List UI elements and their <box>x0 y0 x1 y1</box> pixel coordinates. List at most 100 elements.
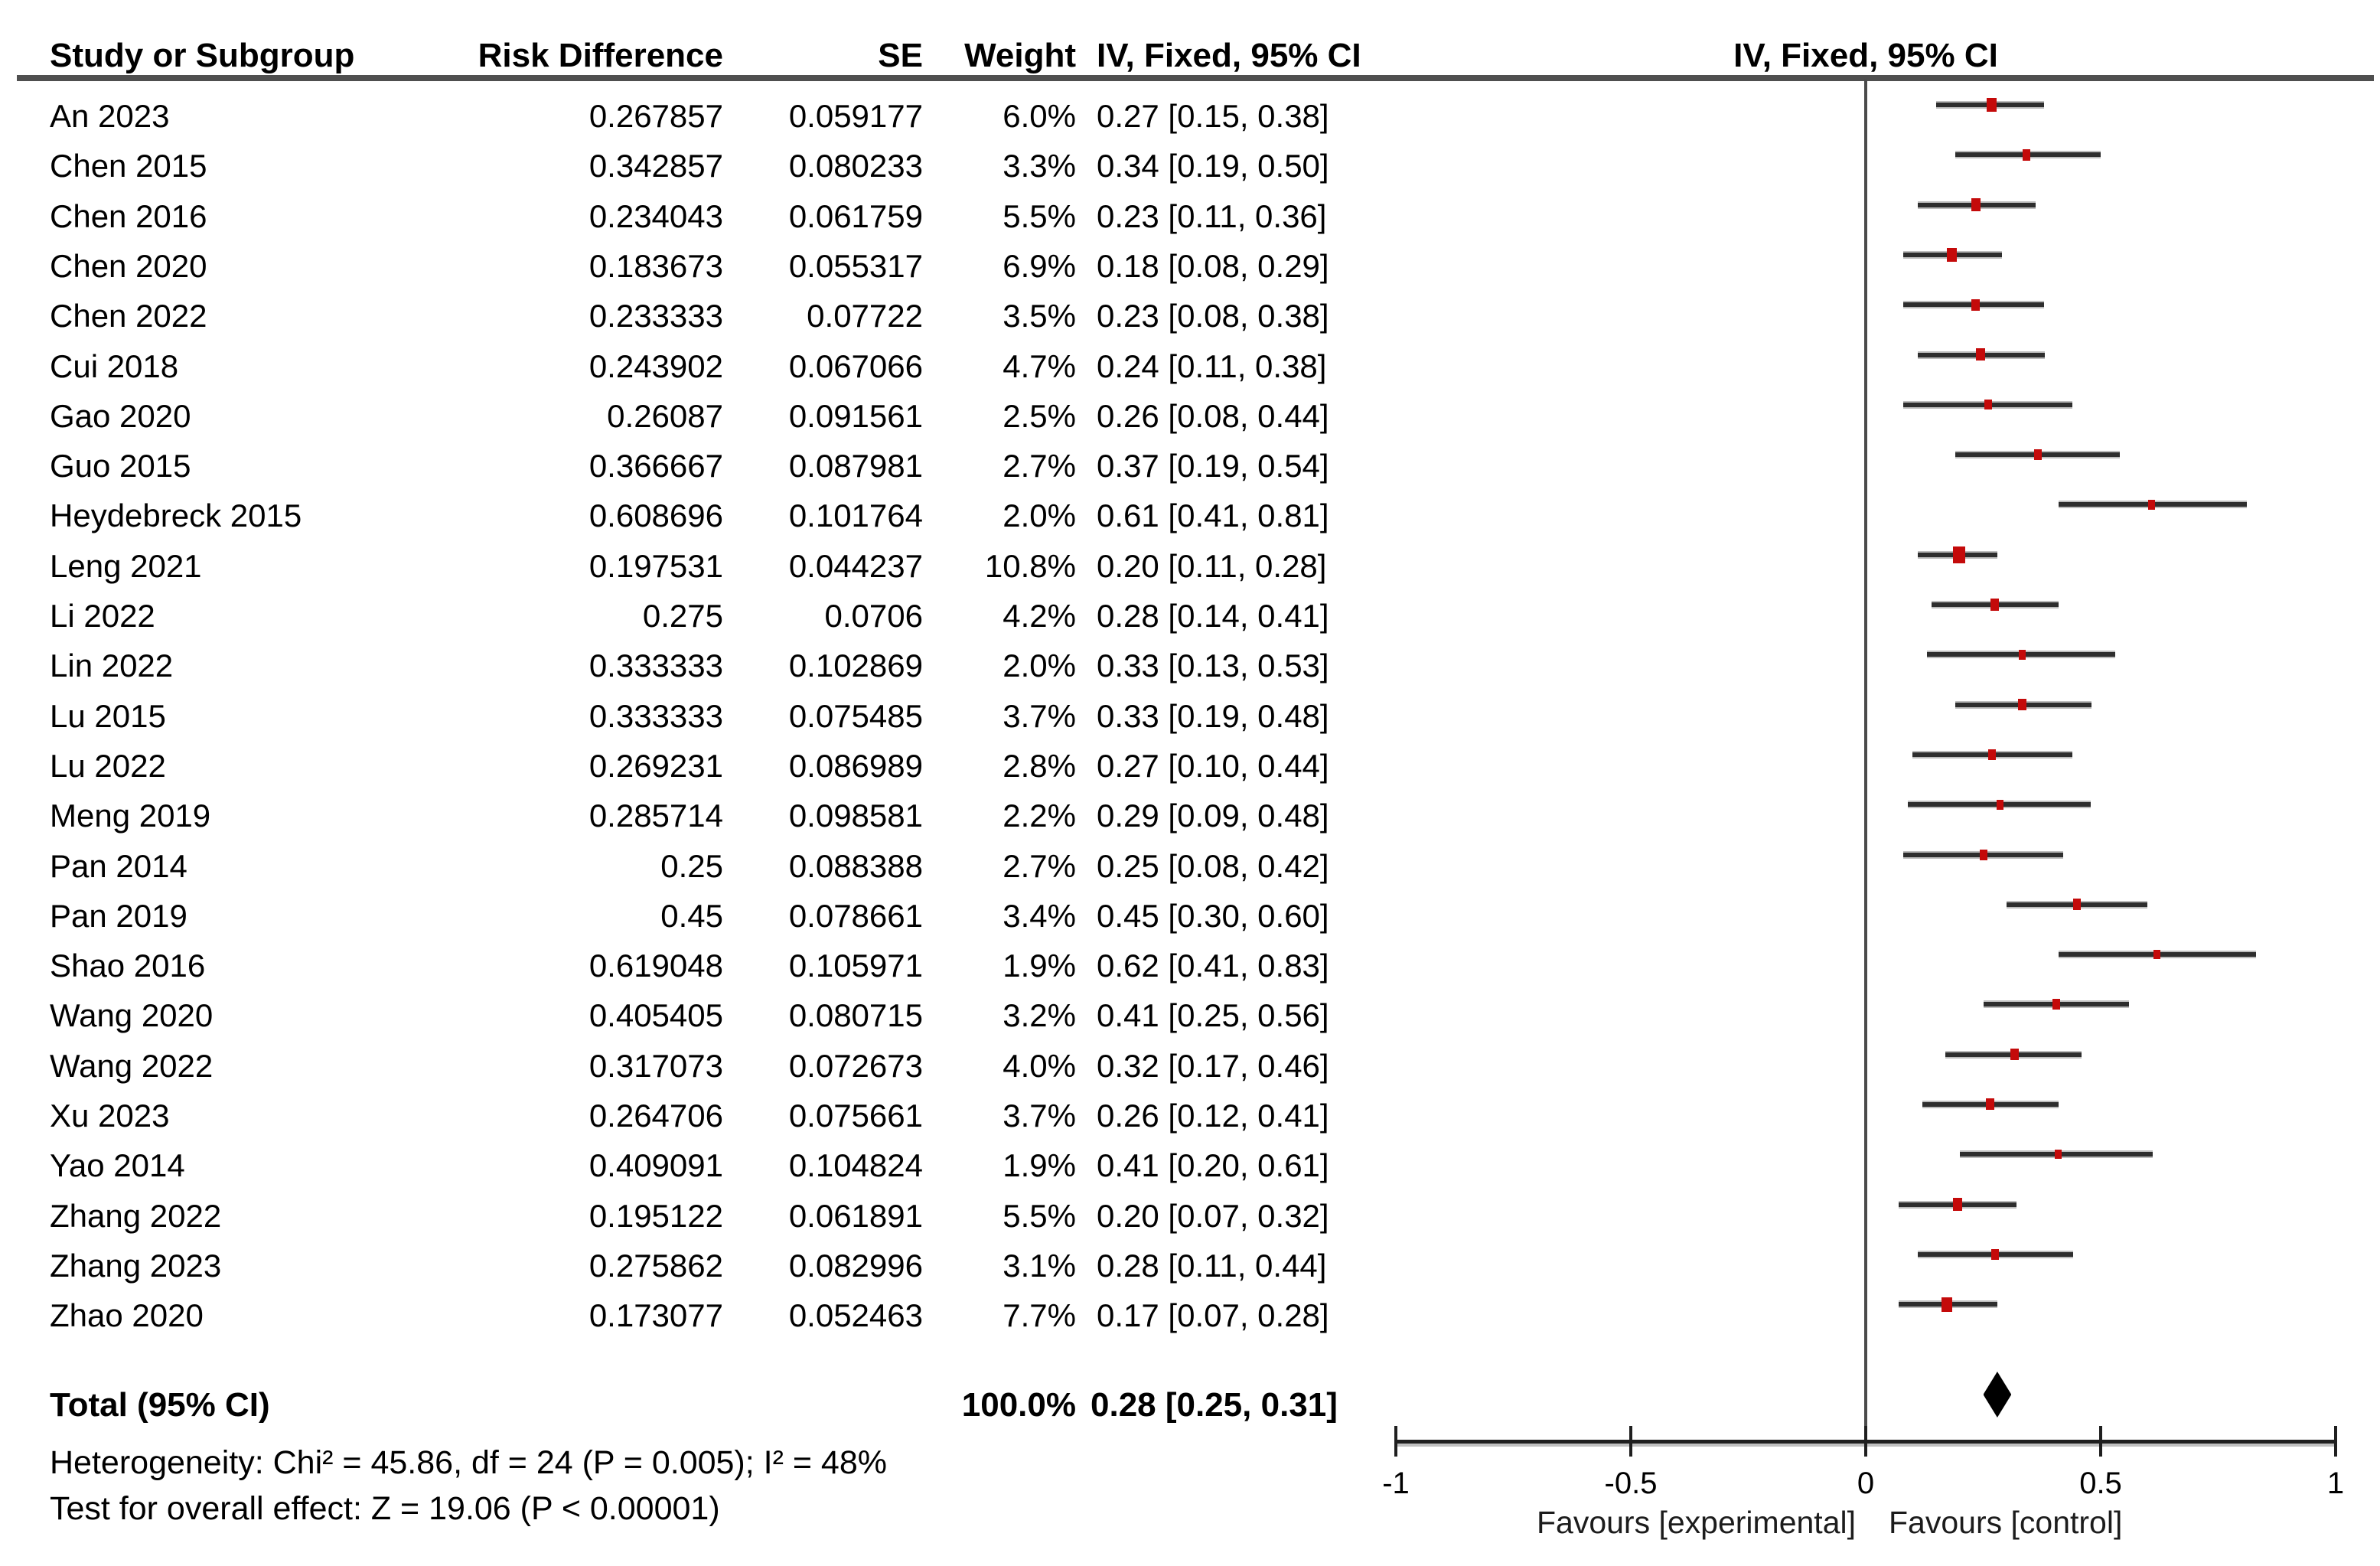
study-ci-text: 0.27 [0.15, 0.38] <box>1097 98 1329 134</box>
effect-square <box>1984 400 1992 409</box>
study-weight: 4.0% <box>1003 1048 1076 1084</box>
x-axis-tick-label: 0 <box>1857 1466 1875 1500</box>
column-header-se: SE <box>878 37 923 74</box>
study-rd: 0.183673 <box>588 248 723 284</box>
study-rd: 0.409091 <box>588 1147 723 1183</box>
study-ci-text: 0.45 [0.30, 0.60] <box>1097 898 1329 934</box>
study-rd: 0.608696 <box>588 498 723 533</box>
effect-square <box>2019 650 2026 660</box>
study-rd: 0.26087 <box>607 398 723 434</box>
study-weight: 3.3% <box>1003 148 1076 184</box>
study-se: 0.059177 <box>788 98 923 134</box>
study-se: 0.075485 <box>788 698 923 734</box>
study-se: 0.067066 <box>788 348 923 384</box>
study-se: 0.078661 <box>788 898 923 934</box>
pooled-effect-diamond <box>1983 1372 2012 1418</box>
study-se: 0.091561 <box>788 398 923 434</box>
study-ci-text: 0.20 [0.11, 0.28] <box>1097 548 1327 584</box>
study-rd: 0.233333 <box>588 298 723 334</box>
study-ci-text: 0.26 [0.12, 0.41] <box>1097 1098 1329 1134</box>
study-ci-text: 0.25 [0.08, 0.42] <box>1097 848 1329 884</box>
effect-square <box>2073 899 2081 910</box>
study-ci-text: 0.33 [0.19, 0.48] <box>1097 698 1329 734</box>
study-weight: 2.0% <box>1003 498 1076 533</box>
study-label: Chen 2020 <box>50 248 207 284</box>
effect-square <box>1947 248 1957 262</box>
overall-effect-text: Test for overall effect: Z = 19.06 (P < … <box>50 1490 720 1527</box>
effect-square <box>1990 599 1999 611</box>
study-ci-text: 0.24 [0.11, 0.38] <box>1097 348 1327 384</box>
study-rd: 0.405405 <box>588 997 723 1033</box>
column-header-study-label: Study or Subgroup <box>50 37 355 79</box>
study-label: Cui 2018 <box>50 348 179 384</box>
study-se: 0.0706 <box>824 598 923 634</box>
study-weight: 4.7% <box>1003 348 1076 384</box>
study-weight: 3.4% <box>1003 898 1076 934</box>
total-weight: 100.0% <box>961 1386 1076 1424</box>
study-ci-text: 0.62 [0.41, 0.83] <box>1097 948 1329 984</box>
study-se: 0.082996 <box>788 1248 923 1284</box>
study-ci-text: 0.34 [0.19, 0.50] <box>1097 148 1329 184</box>
heterogeneity-text: Heterogeneity: Chi² = 45.86, df = 24 (P … <box>50 1444 887 1481</box>
effect-square <box>1987 98 1997 112</box>
study-weight: 2.7% <box>1003 448 1076 484</box>
study-weight: 2.5% <box>1003 398 1076 434</box>
study-se: 0.07722 <box>807 298 923 334</box>
x-axis-tick-label: -0.5 <box>1604 1466 1658 1500</box>
effect-square <box>2018 699 2026 710</box>
effect-square <box>1953 1198 1962 1211</box>
study-rd: 0.619048 <box>588 948 723 984</box>
study-rd: 0.366667 <box>588 448 723 484</box>
study-ci-text: 0.37 [0.19, 0.54] <box>1097 448 1329 484</box>
column-header-risk-difference: Risk Difference <box>478 37 723 74</box>
study-label: Heydebreck 2015 <box>50 498 302 533</box>
effect-square <box>2010 1049 2019 1060</box>
study-se: 0.098581 <box>788 798 923 834</box>
study-label: Gao 2020 <box>50 398 191 434</box>
study-label: Meng 2019 <box>50 798 211 834</box>
study-rd: 0.243902 <box>588 348 723 384</box>
study-label: Zhao 2020 <box>50 1297 204 1333</box>
x-axis-tick <box>1629 1426 1632 1457</box>
study-ci-text: 0.28 [0.14, 0.41] <box>1097 598 1329 634</box>
study-weight: 1.9% <box>1003 948 1076 984</box>
effect-square <box>2052 999 2060 1010</box>
study-rd: 0.285714 <box>588 798 723 834</box>
effect-square <box>1980 850 1987 860</box>
study-se: 0.104824 <box>788 1147 923 1183</box>
study-label: Guo 2015 <box>50 448 191 484</box>
study-weight: 6.9% <box>1003 248 1076 284</box>
study-weight: 10.8% <box>984 548 1076 584</box>
study-label: Chen 2015 <box>50 148 207 184</box>
study-ci-text: 0.28 [0.11, 0.44] <box>1097 1248 1327 1284</box>
study-ci-text: 0.23 [0.08, 0.38] <box>1097 298 1329 334</box>
study-weight: 3.5% <box>1003 298 1076 334</box>
study-label: Chen 2016 <box>50 198 207 234</box>
study-weight: 2.2% <box>1003 798 1076 834</box>
study-label: Leng 2021 <box>50 548 202 584</box>
x-axis-tick <box>1394 1426 1397 1457</box>
study-rd: 0.25 <box>660 848 723 884</box>
study-weight: 2.7% <box>1003 848 1076 884</box>
header-rule <box>17 75 2374 81</box>
study-label: Zhang 2023 <box>50 1248 222 1284</box>
study-label: Pan 2019 <box>50 898 187 934</box>
study-se: 0.080233 <box>788 148 923 184</box>
study-label: Xu 2023 <box>50 1098 170 1134</box>
column-header-ci-plot: IV, Fixed, 95% CI <box>1733 37 1998 74</box>
study-se: 0.072673 <box>788 1048 923 1084</box>
study-label: Li 2022 <box>50 598 155 634</box>
x-axis-tick <box>1864 1426 1867 1457</box>
study-rd: 0.234043 <box>588 198 723 234</box>
study-weight: 5.5% <box>1003 1198 1076 1234</box>
study-rd: 0.264706 <box>588 1098 723 1134</box>
study-weight: 3.1% <box>1003 1248 1076 1284</box>
study-ci-text: 0.23 [0.11, 0.36] <box>1097 198 1327 234</box>
study-ci-text: 0.41 [0.20, 0.61] <box>1097 1147 1329 1183</box>
study-rd: 0.333333 <box>588 698 723 734</box>
x-axis-tick-label: 1 <box>2326 1466 2345 1500</box>
study-ci-text: 0.17 [0.07, 0.28] <box>1097 1297 1329 1333</box>
total-ci-text: 0.28 [0.25, 0.31] <box>1091 1386 1338 1424</box>
study-weight: 3.7% <box>1003 698 1076 734</box>
